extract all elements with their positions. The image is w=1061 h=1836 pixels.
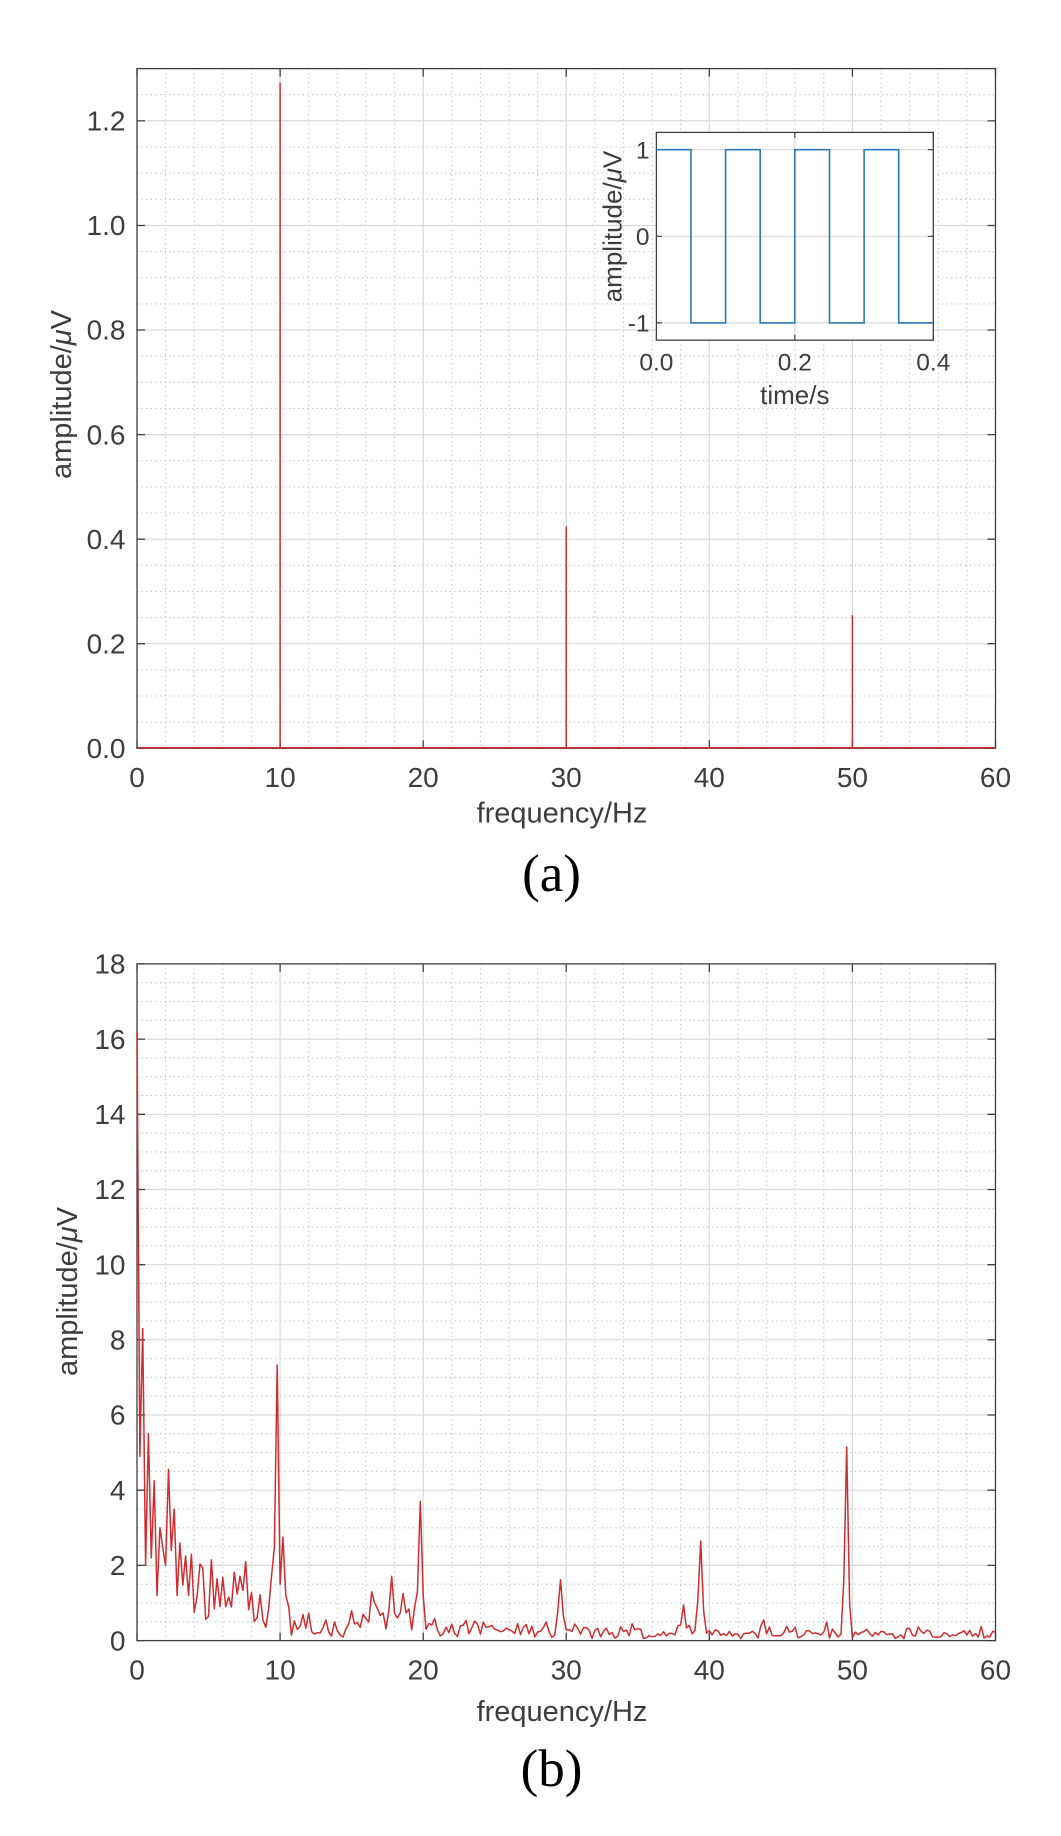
svg-text:10: 10 (94, 1249, 125, 1280)
svg-text:-1: -1 (628, 311, 650, 338)
svg-text:amplitude/μV: amplitude/μV (598, 150, 628, 302)
svg-text:0.2: 0.2 (87, 628, 126, 659)
svg-text:0.4: 0.4 (916, 349, 950, 376)
svg-text:0: 0 (129, 1655, 145, 1686)
svg-text:0.0: 0.0 (87, 733, 126, 764)
svg-text:60: 60 (980, 762, 1011, 793)
svg-text:0.2: 0.2 (778, 349, 812, 376)
svg-text:40: 40 (694, 1655, 725, 1686)
svg-text:10: 10 (265, 762, 296, 793)
svg-text:14: 14 (94, 1099, 125, 1130)
svg-text:1: 1 (636, 137, 650, 164)
svg-text:30: 30 (551, 1655, 582, 1686)
svg-text:50: 50 (837, 762, 868, 793)
svg-text:(a): (a) (522, 845, 581, 903)
svg-text:frequency/Hz: frequency/Hz (477, 1696, 648, 1728)
svg-text:16: 16 (94, 1024, 125, 1055)
svg-text:0: 0 (636, 224, 650, 251)
svg-text:6: 6 (110, 1400, 126, 1431)
svg-text:0.0: 0.0 (639, 349, 673, 376)
svg-text:1.0: 1.0 (87, 210, 126, 241)
svg-text:40: 40 (694, 762, 725, 793)
svg-text:30: 30 (551, 762, 582, 793)
svg-text:2: 2 (110, 1550, 126, 1581)
svg-text:20: 20 (408, 762, 439, 793)
svg-text:0.8: 0.8 (87, 315, 126, 346)
svg-text:time/s: time/s (760, 380, 829, 410)
svg-text:frequency/Hz: frequency/Hz (477, 797, 648, 829)
svg-text:4: 4 (110, 1475, 126, 1506)
svg-text:12: 12 (94, 1174, 125, 1205)
svg-text:1.2: 1.2 (87, 106, 126, 137)
svg-text:18: 18 (94, 949, 125, 980)
svg-text:8: 8 (110, 1325, 126, 1356)
svg-text:10: 10 (265, 1655, 296, 1686)
svg-text:0: 0 (129, 762, 145, 793)
svg-text:0.6: 0.6 (87, 419, 126, 450)
svg-text:0: 0 (110, 1625, 126, 1656)
svg-text:0.4: 0.4 (87, 524, 126, 555)
svg-text:amplitude/μV: amplitude/μV (52, 1206, 84, 1376)
svg-text:60: 60 (980, 1655, 1011, 1686)
svg-text:20: 20 (408, 1655, 439, 1686)
svg-text:(b): (b) (521, 1740, 583, 1798)
svg-text:50: 50 (837, 1655, 868, 1686)
svg-text:amplitude/μV: amplitude/μV (46, 309, 78, 479)
